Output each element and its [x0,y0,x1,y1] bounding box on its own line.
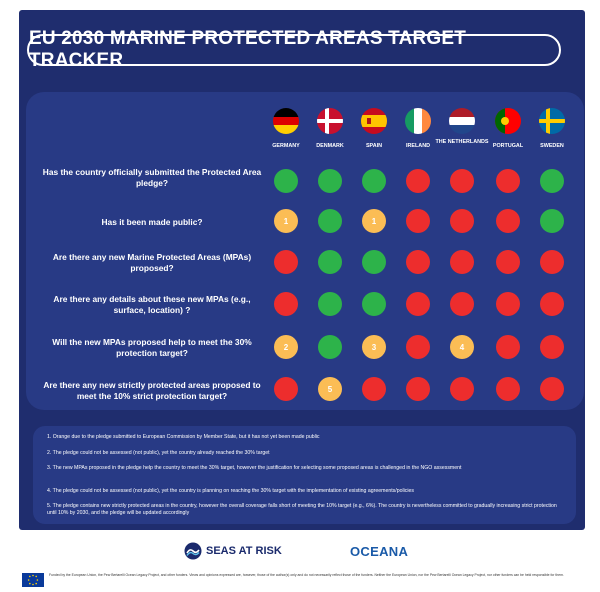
status-dot-orange: 1 [362,209,386,233]
oceana-logo: OCEANA [350,544,409,559]
status-dot-green [318,169,342,193]
notes-panel: 1. Orange due to the pledge submitted to… [33,426,576,524]
status-dot-red [406,377,430,401]
netherlands-flag-icon [449,108,475,134]
status-dot-red [496,250,520,274]
status-dot-green [274,169,298,193]
note-1: 1. Orange due to the pledge submitted to… [47,434,320,440]
status-dot-red [496,292,520,316]
status-dot-red [450,250,474,274]
status-dot-red [496,209,520,233]
funding-disclaimer: Funded by the European Union, the Pew Be… [49,573,564,577]
status-dot-red [540,377,564,401]
status-dot-red [406,209,430,233]
status-dot-red [362,377,386,401]
status-dot-red [496,377,520,401]
status-dot-red [450,169,474,193]
question-label: Are there any new Marine Protected Areas… [52,252,252,273]
status-dot-red [496,169,520,193]
status-dot-green [362,169,386,193]
status-dot-red [496,335,520,359]
status-dot-red [406,250,430,274]
status-dot-red [406,292,430,316]
seas-at-risk-icon [184,542,202,560]
country-label: SPAIN [365,143,383,149]
country-label: THE NETHERLANDS [435,139,489,145]
status-dot-orange: 1 [274,209,298,233]
status-dot-red [540,250,564,274]
country-label: DENMARK [316,143,344,149]
seas-at-risk-text: SEAS AT RISK [206,545,282,557]
status-dot-green [540,169,564,193]
status-dot-orange: 5 [318,377,342,401]
status-dot-orange: 4 [450,335,474,359]
country-label: SWEDEN [540,143,564,149]
status-dot-green [318,209,342,233]
question-label: Will the new MPAs proposed help to meet … [52,337,252,358]
seas-at-risk-logo: SEAS AT RISK [184,542,282,560]
portugal-flag-icon [495,108,521,134]
status-dot-red [274,377,298,401]
note-2: 2. The pledge could not be assessed (not… [47,450,270,456]
country-label: PORTUGAL [492,143,524,149]
status-dot-green [540,209,564,233]
spain-flag-icon [361,108,387,134]
status-dot-green [362,250,386,274]
status-dot-green [318,292,342,316]
status-dot-orange: 3 [362,335,386,359]
status-dot-red [406,169,430,193]
question-label: Are there any new strictly protected are… [43,380,261,401]
status-dot-red [450,209,474,233]
status-dot-red [450,292,474,316]
note-3: 3. The new MPAs proposed in the pledge h… [47,465,462,471]
tracker-panel [26,92,584,410]
status-dot-red [274,292,298,316]
germany-flag-icon [273,108,299,134]
sweden-flag-icon [539,108,565,134]
denmark-flag-icon [317,108,343,134]
status-dot-red [274,250,298,274]
status-dot-green [318,335,342,359]
page-title: EU 2030 MARINE PROTECTED AREAS TARGET TR… [27,28,561,71]
status-dot-green [318,250,342,274]
status-dot-red [540,292,564,316]
eu-flag-icon [22,573,44,587]
status-dot-red [406,335,430,359]
ireland-flag-icon [405,108,431,134]
question-label: Has it been made public? [101,217,203,227]
country-label: GERMANY [272,143,300,149]
country-label: IRELAND [406,143,430,149]
note-4: 4. The pledge could not be assessed (not… [47,488,414,494]
status-dot-green [362,292,386,316]
status-dot-red [450,377,474,401]
question-label: Has the country officially submitted the… [42,167,262,188]
question-label: Are there any details about these new MP… [53,294,251,315]
status-dot-red [540,335,564,359]
status-dot-orange: 2 [274,335,298,359]
note-5: 5. The pledge contains new strictly prot… [47,503,557,516]
